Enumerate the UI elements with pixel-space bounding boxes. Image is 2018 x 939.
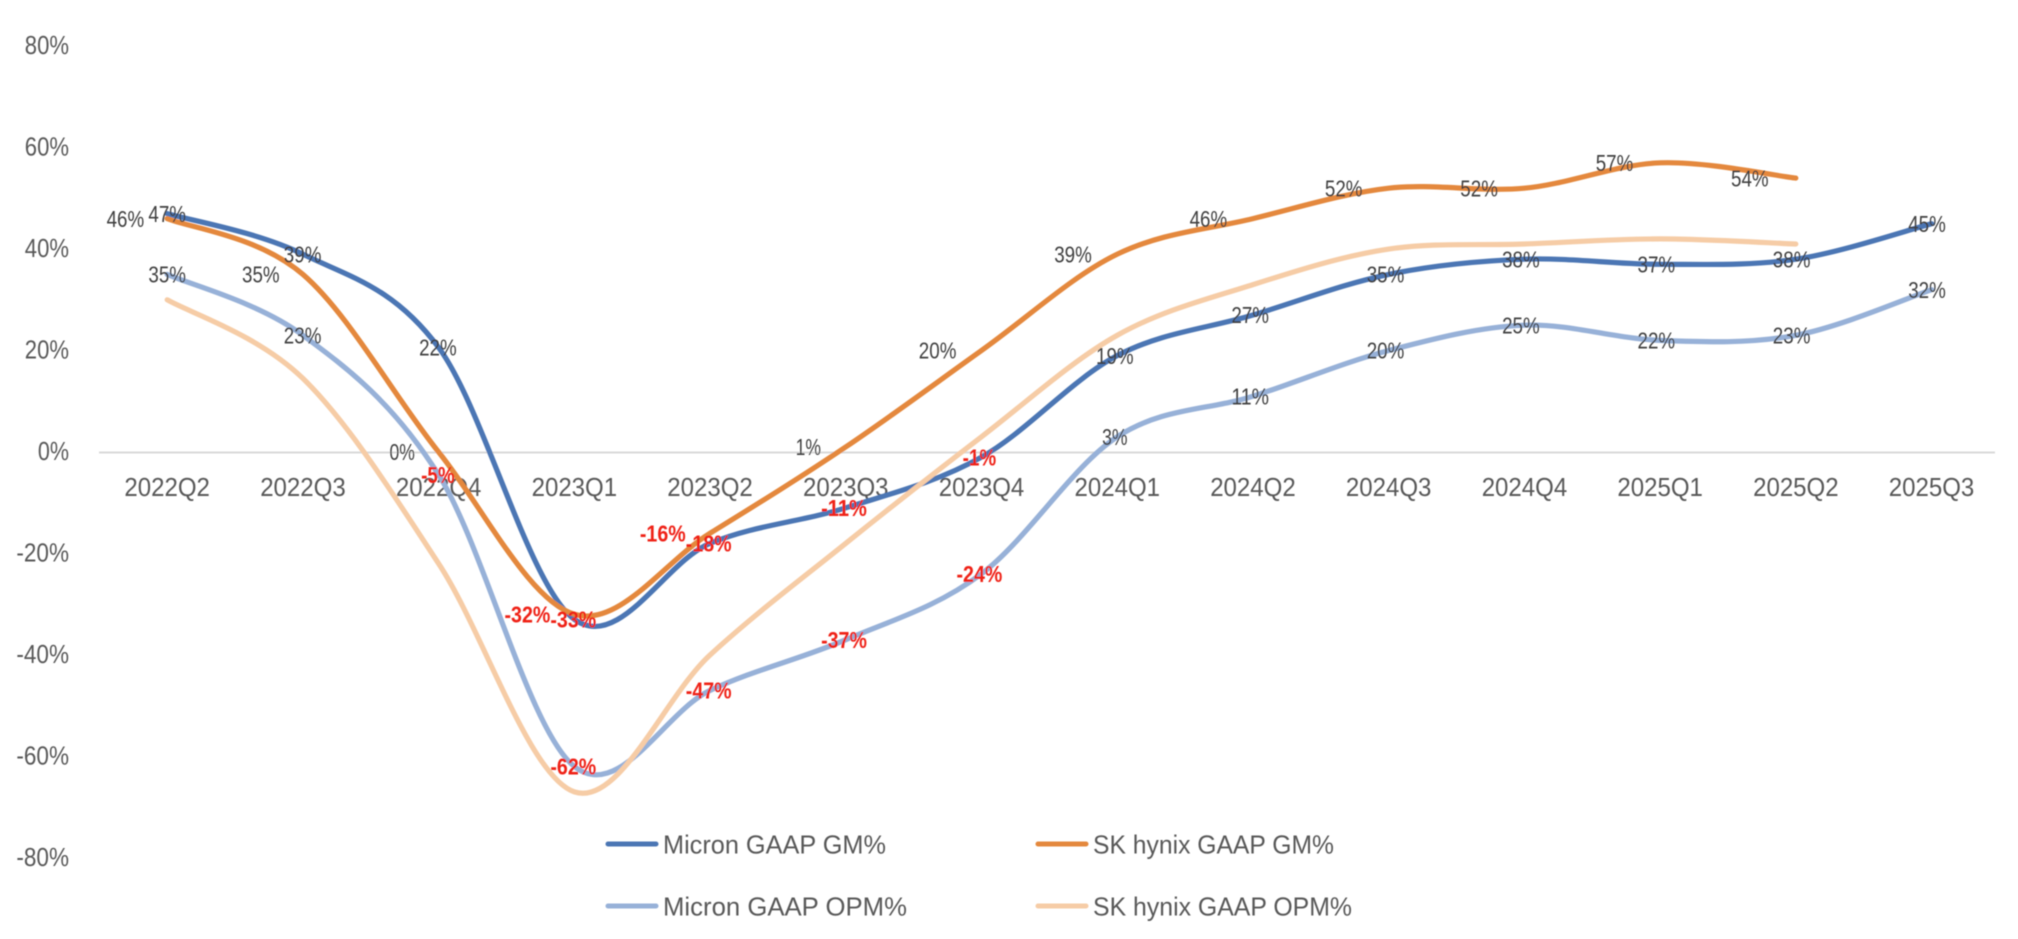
- svg-text:SK hynix GAAP GM%: SK hynix GAAP GM%: [1093, 829, 1334, 859]
- svg-text:-11%: -11%: [821, 495, 867, 521]
- svg-text:38%: 38%: [1773, 246, 1811, 272]
- svg-text:2023Q1: 2023Q1: [532, 472, 618, 502]
- svg-text:20%: 20%: [1367, 338, 1405, 364]
- svg-text:Micron GAAP GM%: Micron GAAP GM%: [663, 829, 886, 859]
- svg-text:-62%: -62%: [550, 754, 596, 780]
- svg-text:2023Q4: 2023Q4: [939, 472, 1025, 502]
- svg-text:38%: 38%: [1502, 246, 1540, 272]
- svg-text:35%: 35%: [242, 262, 280, 288]
- svg-text:11%: 11%: [1231, 383, 1269, 409]
- svg-text:20%: 20%: [25, 335, 69, 365]
- svg-text:20%: 20%: [919, 338, 957, 364]
- svg-text:-47%: -47%: [686, 678, 732, 704]
- svg-text:45%: 45%: [1908, 211, 1946, 237]
- svg-text:-40%: -40%: [16, 639, 69, 669]
- svg-text:22%: 22%: [1638, 328, 1676, 354]
- svg-text:2022Q3: 2022Q3: [260, 472, 346, 502]
- svg-text:37%: 37%: [1638, 252, 1676, 278]
- svg-text:25%: 25%: [1502, 312, 1540, 338]
- svg-text:32%: 32%: [1908, 277, 1946, 303]
- svg-text:-16%: -16%: [640, 520, 686, 546]
- svg-text:2022Q2: 2022Q2: [124, 472, 209, 502]
- svg-text:47%: 47%: [148, 201, 186, 227]
- svg-text:39%: 39%: [1054, 241, 1092, 267]
- svg-text:2025Q2: 2025Q2: [1753, 472, 1839, 502]
- svg-text:60%: 60%: [25, 132, 69, 162]
- svg-text:52%: 52%: [1325, 175, 1363, 201]
- svg-text:1%: 1%: [796, 434, 821, 460]
- svg-text:52%: 52%: [1460, 175, 1498, 201]
- svg-text:0%: 0%: [38, 436, 69, 466]
- svg-text:-20%: -20%: [16, 538, 69, 568]
- svg-text:0%: 0%: [390, 439, 415, 465]
- svg-text:-18%: -18%: [686, 531, 732, 557]
- svg-text:39%: 39%: [284, 241, 322, 267]
- svg-text:-60%: -60%: [16, 740, 69, 770]
- svg-text:3%: 3%: [1102, 424, 1127, 450]
- svg-text:23%: 23%: [1773, 323, 1811, 349]
- svg-text:2024Q1: 2024Q1: [1075, 472, 1161, 502]
- svg-text:35%: 35%: [148, 262, 186, 288]
- svg-text:Micron GAAP OPM%: Micron GAAP OPM%: [663, 891, 907, 921]
- svg-text:2023Q2: 2023Q2: [667, 472, 753, 502]
- svg-text:57%: 57%: [1596, 150, 1634, 176]
- svg-text:SK hynix GAAP OPM%: SK hynix GAAP OPM%: [1093, 891, 1352, 921]
- svg-text:40%: 40%: [25, 233, 69, 263]
- svg-text:22%: 22%: [419, 335, 457, 361]
- svg-text:-1%: -1%: [963, 444, 997, 470]
- svg-text:2025Q1: 2025Q1: [1617, 472, 1703, 502]
- svg-text:2024Q4: 2024Q4: [1482, 472, 1568, 502]
- svg-text:2024Q3: 2024Q3: [1346, 472, 1432, 502]
- svg-text:19%: 19%: [1096, 343, 1134, 369]
- svg-text:-33%: -33%: [550, 607, 596, 633]
- svg-text:23%: 23%: [284, 323, 322, 349]
- svg-text:2024Q2: 2024Q2: [1210, 472, 1296, 502]
- svg-text:54%: 54%: [1731, 165, 1769, 191]
- svg-text:2025Q3: 2025Q3: [1889, 472, 1975, 502]
- svg-text:-24%: -24%: [957, 561, 1003, 587]
- svg-text:27%: 27%: [1231, 302, 1269, 328]
- svg-text:35%: 35%: [1367, 262, 1405, 288]
- svg-text:46%: 46%: [1190, 206, 1228, 232]
- svg-text:-32%: -32%: [505, 602, 551, 628]
- svg-text:-37%: -37%: [821, 627, 867, 653]
- svg-text:-80%: -80%: [16, 842, 69, 872]
- svg-text:80%: 80%: [25, 30, 69, 60]
- svg-text:-5%: -5%: [421, 462, 455, 488]
- svg-text:46%: 46%: [107, 206, 145, 232]
